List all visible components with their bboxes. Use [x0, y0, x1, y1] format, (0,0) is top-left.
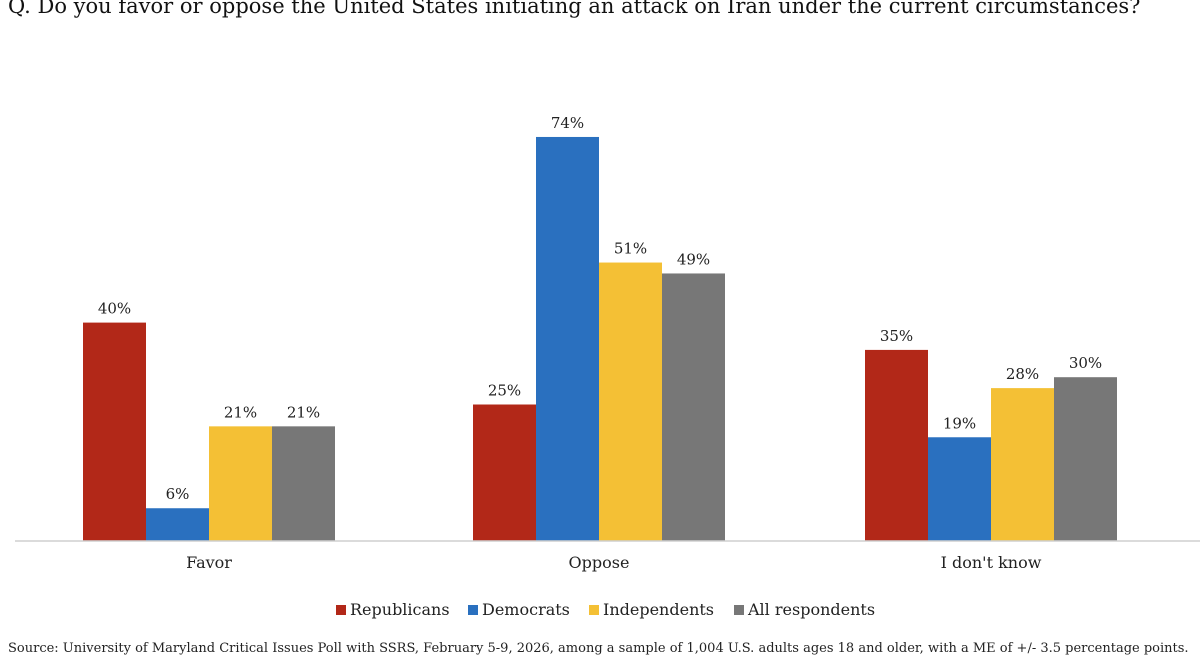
legend-label-democrats: Democrats: [482, 600, 570, 619]
value-label-i-don-t-know-all-respondents: 30%: [1069, 354, 1102, 372]
bar-favor-independents: [209, 426, 272, 541]
bar-i-don-t-know-democrats: [928, 437, 991, 541]
category-label-i-don-t-know: I don't know: [941, 553, 1042, 572]
bar-oppose-republicans: [473, 404, 536, 541]
value-label-favor-all-respondents: 21%: [287, 403, 320, 421]
value-label-favor-independents: 21%: [224, 403, 257, 421]
value-label-i-don-t-know-republicans: 35%: [880, 327, 913, 345]
bar-oppose-all-respondents: [662, 273, 725, 541]
legend-label-republicans: Republicans: [350, 600, 450, 619]
bar-favor-republicans: [83, 322, 146, 541]
bar-favor-all-respondents: [272, 426, 335, 541]
value-label-i-don-t-know-democrats: 19%: [943, 414, 976, 432]
bar-oppose-democrats: [536, 136, 599, 541]
legend-swatch-all-respondents: [734, 605, 744, 615]
value-label-oppose-democrats: 74%: [551, 114, 584, 132]
value-label-favor-democrats: 6%: [166, 485, 190, 503]
bar-i-don-t-know-all-respondents: [1054, 377, 1117, 541]
category-labels-group: Favor Oppose I don't know: [186, 553, 1042, 572]
chart-title: Q. Do you favor or oppose the United Sta…: [8, 0, 1140, 18]
source-note: Source: University of Maryland Critical …: [8, 641, 1189, 656]
bars-group: [83, 136, 1117, 541]
legend-swatch-independents: [589, 605, 599, 615]
value-label-favor-republicans: 40%: [98, 300, 131, 318]
bar-i-don-t-know-independents: [991, 388, 1054, 541]
bar-oppose-independents: [599, 262, 662, 541]
bar-favor-democrats: [146, 508, 209, 541]
value-labels-group: 40% 6% 21% 21% 25% 74% 51% 49% 35% 19% 28% 30%: [98, 114, 1102, 503]
value-label-oppose-republicans: 25%: [488, 382, 521, 400]
legend-swatch-republicans: [336, 605, 346, 615]
value-label-oppose-independents: 51%: [614, 240, 647, 258]
legend-swatch-democrats: [468, 605, 478, 615]
legend-label-all-respondents: All respondents: [747, 600, 875, 619]
value-label-i-don-t-know-independents: 28%: [1006, 365, 1039, 383]
bar-i-don-t-know-republicans: [865, 349, 928, 541]
category-label-oppose: Oppose: [569, 553, 630, 572]
category-label-favor: Favor: [186, 553, 232, 572]
legend-label-independents: Independents: [603, 600, 714, 619]
value-label-oppose-all-respondents: 49%: [677, 250, 710, 268]
legend: Republicans Democrats Independents All resp…: [336, 600, 875, 619]
